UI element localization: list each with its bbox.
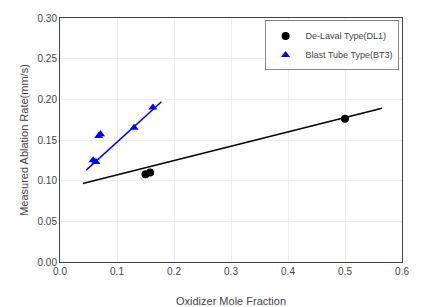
- svg-text:Measured Ablation Rate(mm/s): Measured Ablation Rate(mm/s): [18, 64, 30, 216]
- svg-text:Blast Tube Type(BT3): Blast Tube Type(BT3): [306, 50, 393, 60]
- svg-text:Oxidizer Mole Fraction: Oxidizer Mole Fraction: [176, 295, 286, 307]
- svg-text:0.0: 0.0: [53, 266, 67, 277]
- svg-text:0.3: 0.3: [224, 266, 238, 277]
- svg-text:0.05: 0.05: [38, 216, 58, 227]
- svg-text:0.25: 0.25: [38, 53, 58, 64]
- svg-text:0.4: 0.4: [281, 266, 295, 277]
- svg-text:0.20: 0.20: [38, 94, 58, 105]
- svg-text:0.15: 0.15: [38, 135, 58, 146]
- svg-text:0.1: 0.1: [110, 266, 124, 277]
- svg-text:De-Laval Type(DL1): De-Laval Type(DL1): [306, 31, 386, 41]
- svg-text:0.5: 0.5: [338, 266, 352, 277]
- svg-text:0.2: 0.2: [167, 266, 181, 277]
- svg-text:0.00: 0.00: [38, 257, 58, 268]
- svg-text:0.6: 0.6: [395, 266, 409, 277]
- svg-text:0.10: 0.10: [38, 175, 58, 186]
- svg-text:0.30: 0.30: [38, 13, 58, 24]
